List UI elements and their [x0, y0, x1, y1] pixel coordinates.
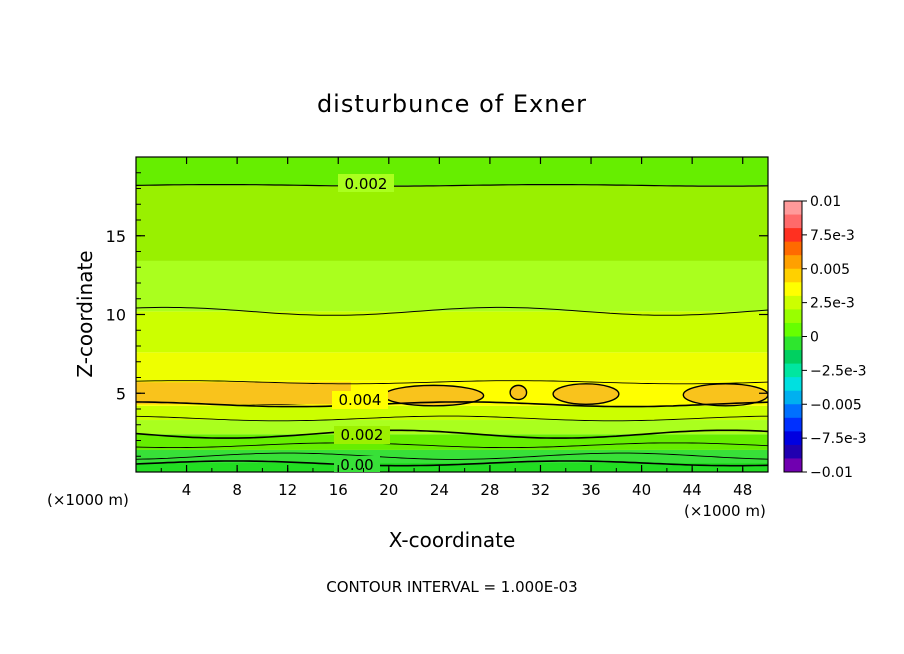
footer-contour-interval: CONTOUR INTERVAL = 1.000E-03: [326, 578, 577, 596]
colorbar-swatch-0: [784, 201, 802, 216]
contour-line-2: [136, 415, 768, 422]
colorbar-label-2: 0.005: [810, 262, 850, 278]
colorbar-label-3: 2.5e-3: [810, 296, 855, 312]
colorbar-label-8: −0.01: [810, 465, 853, 481]
x-tick-label-6: 28: [480, 481, 499, 499]
colorbar-swatch-17: [784, 431, 802, 446]
x-tick-label-7: 32: [531, 481, 550, 499]
y-axis-ticks: 5 10 15: [106, 172, 768, 457]
colorbar-label-4: 0: [810, 330, 819, 346]
max-patch-2: [509, 384, 528, 401]
contour-line-0: [136, 184, 768, 187]
x-tick-label-9: 40: [632, 481, 651, 499]
x-unit-right: (×1000 m): [684, 502, 766, 520]
colorbar: 0.01 7.5e-3 0.005 2.5e-3 0 −2.5e-3 −0.005 −7.5e…: [783, 194, 867, 481]
contour-line-8: [136, 401, 768, 408]
colorbar-swatch-6: [784, 282, 802, 297]
colorbar-swatch-3: [784, 241, 802, 256]
band-8: [136, 260, 768, 312]
colorbar-swatch-19: [784, 458, 802, 473]
colorbar-label-6: −0.005: [810, 397, 862, 413]
x-axis-label: X-coordinate: [389, 528, 516, 552]
plot-area: [136, 157, 768, 472]
y-tick-label-0: 5: [116, 384, 126, 403]
colorbar-swatch-12: [784, 363, 802, 378]
y-tick-label-2: 15: [106, 227, 126, 246]
x-tick-label-10: 44: [683, 481, 702, 499]
contour-line-3: [136, 429, 768, 439]
band-10: [136, 157, 768, 186]
contour-line-7: [136, 380, 768, 385]
x-tick-label-2: 12: [278, 481, 297, 499]
colorbar-swatch-7: [784, 295, 802, 310]
contour-label-0: 0.002: [345, 175, 388, 193]
colorbar-swatch-15: [784, 404, 802, 419]
band-6: [136, 352, 768, 381]
colorbar-swatch-1: [784, 214, 802, 229]
contour-labels: 0.002 0.004 0.002 0.00: [332, 174, 394, 474]
colorbar-label-5: −2.5e-3: [810, 363, 867, 379]
x-tick-label-5: 24: [430, 481, 449, 499]
y-tick-label-1: 10: [106, 306, 126, 325]
colorbar-swatch-14: [784, 390, 802, 405]
contour-line-4: [136, 442, 768, 449]
y-axis-label: Z-coordinate: [73, 250, 97, 377]
chart-title: disturbunce of Exner: [317, 90, 587, 118]
colorbar-swatch-16: [784, 417, 802, 432]
filled-contour-bands: [136, 157, 768, 472]
x-unit-left: (×1000 m): [47, 491, 129, 509]
contour-label-1: 0.004: [339, 391, 382, 409]
band-2: [136, 434, 768, 450]
max-patch-left: [136, 382, 351, 405]
band-9: [136, 185, 768, 261]
x-tick-label-3: 16: [329, 481, 348, 499]
x-axis-ticks: 4 8 12 16 20 24 28 32 36 40 44 48: [135, 157, 769, 499]
x-tick-label-4: 20: [379, 481, 398, 499]
colorbar-swatch-2: [784, 228, 802, 243]
x-tick-label-11: 48: [733, 481, 752, 499]
x-tick-label-0: 4: [182, 481, 192, 499]
colorbar-swatch-11: [784, 350, 802, 365]
max-patch-3: [552, 383, 620, 405]
contour-label-3: 0.00: [340, 456, 373, 474]
colorbar-swatch-5: [784, 268, 802, 283]
colorbar-swatch-9: [784, 322, 802, 337]
colorbar-swatch-4: [784, 255, 802, 270]
band-4: [136, 405, 768, 421]
colorbar-swatch-8: [784, 309, 802, 324]
x-tick-label-8: 36: [581, 481, 600, 499]
band-3: [136, 420, 768, 435]
band-7: [136, 311, 768, 353]
colorbar-swatch-10: [784, 336, 802, 351]
colorbar-label-7: −7.5e-3: [810, 431, 867, 447]
contour-label-2: 0.002: [341, 426, 384, 444]
band-0: [136, 462, 768, 472]
colorbar-swatch-18: [784, 444, 802, 459]
contour-lines: [136, 184, 768, 467]
colorbar-swatch-13: [784, 377, 802, 392]
contour-line-5: [136, 452, 768, 460]
contour-line-1: [136, 306, 768, 316]
contour-line-6: [136, 460, 768, 467]
colorbar-label-0: 0.01: [810, 194, 841, 210]
x-tick-label-1: 8: [232, 481, 242, 499]
max-patch-4: [682, 383, 768, 407]
colorbar-label-1: 7.5e-3: [810, 228, 855, 244]
